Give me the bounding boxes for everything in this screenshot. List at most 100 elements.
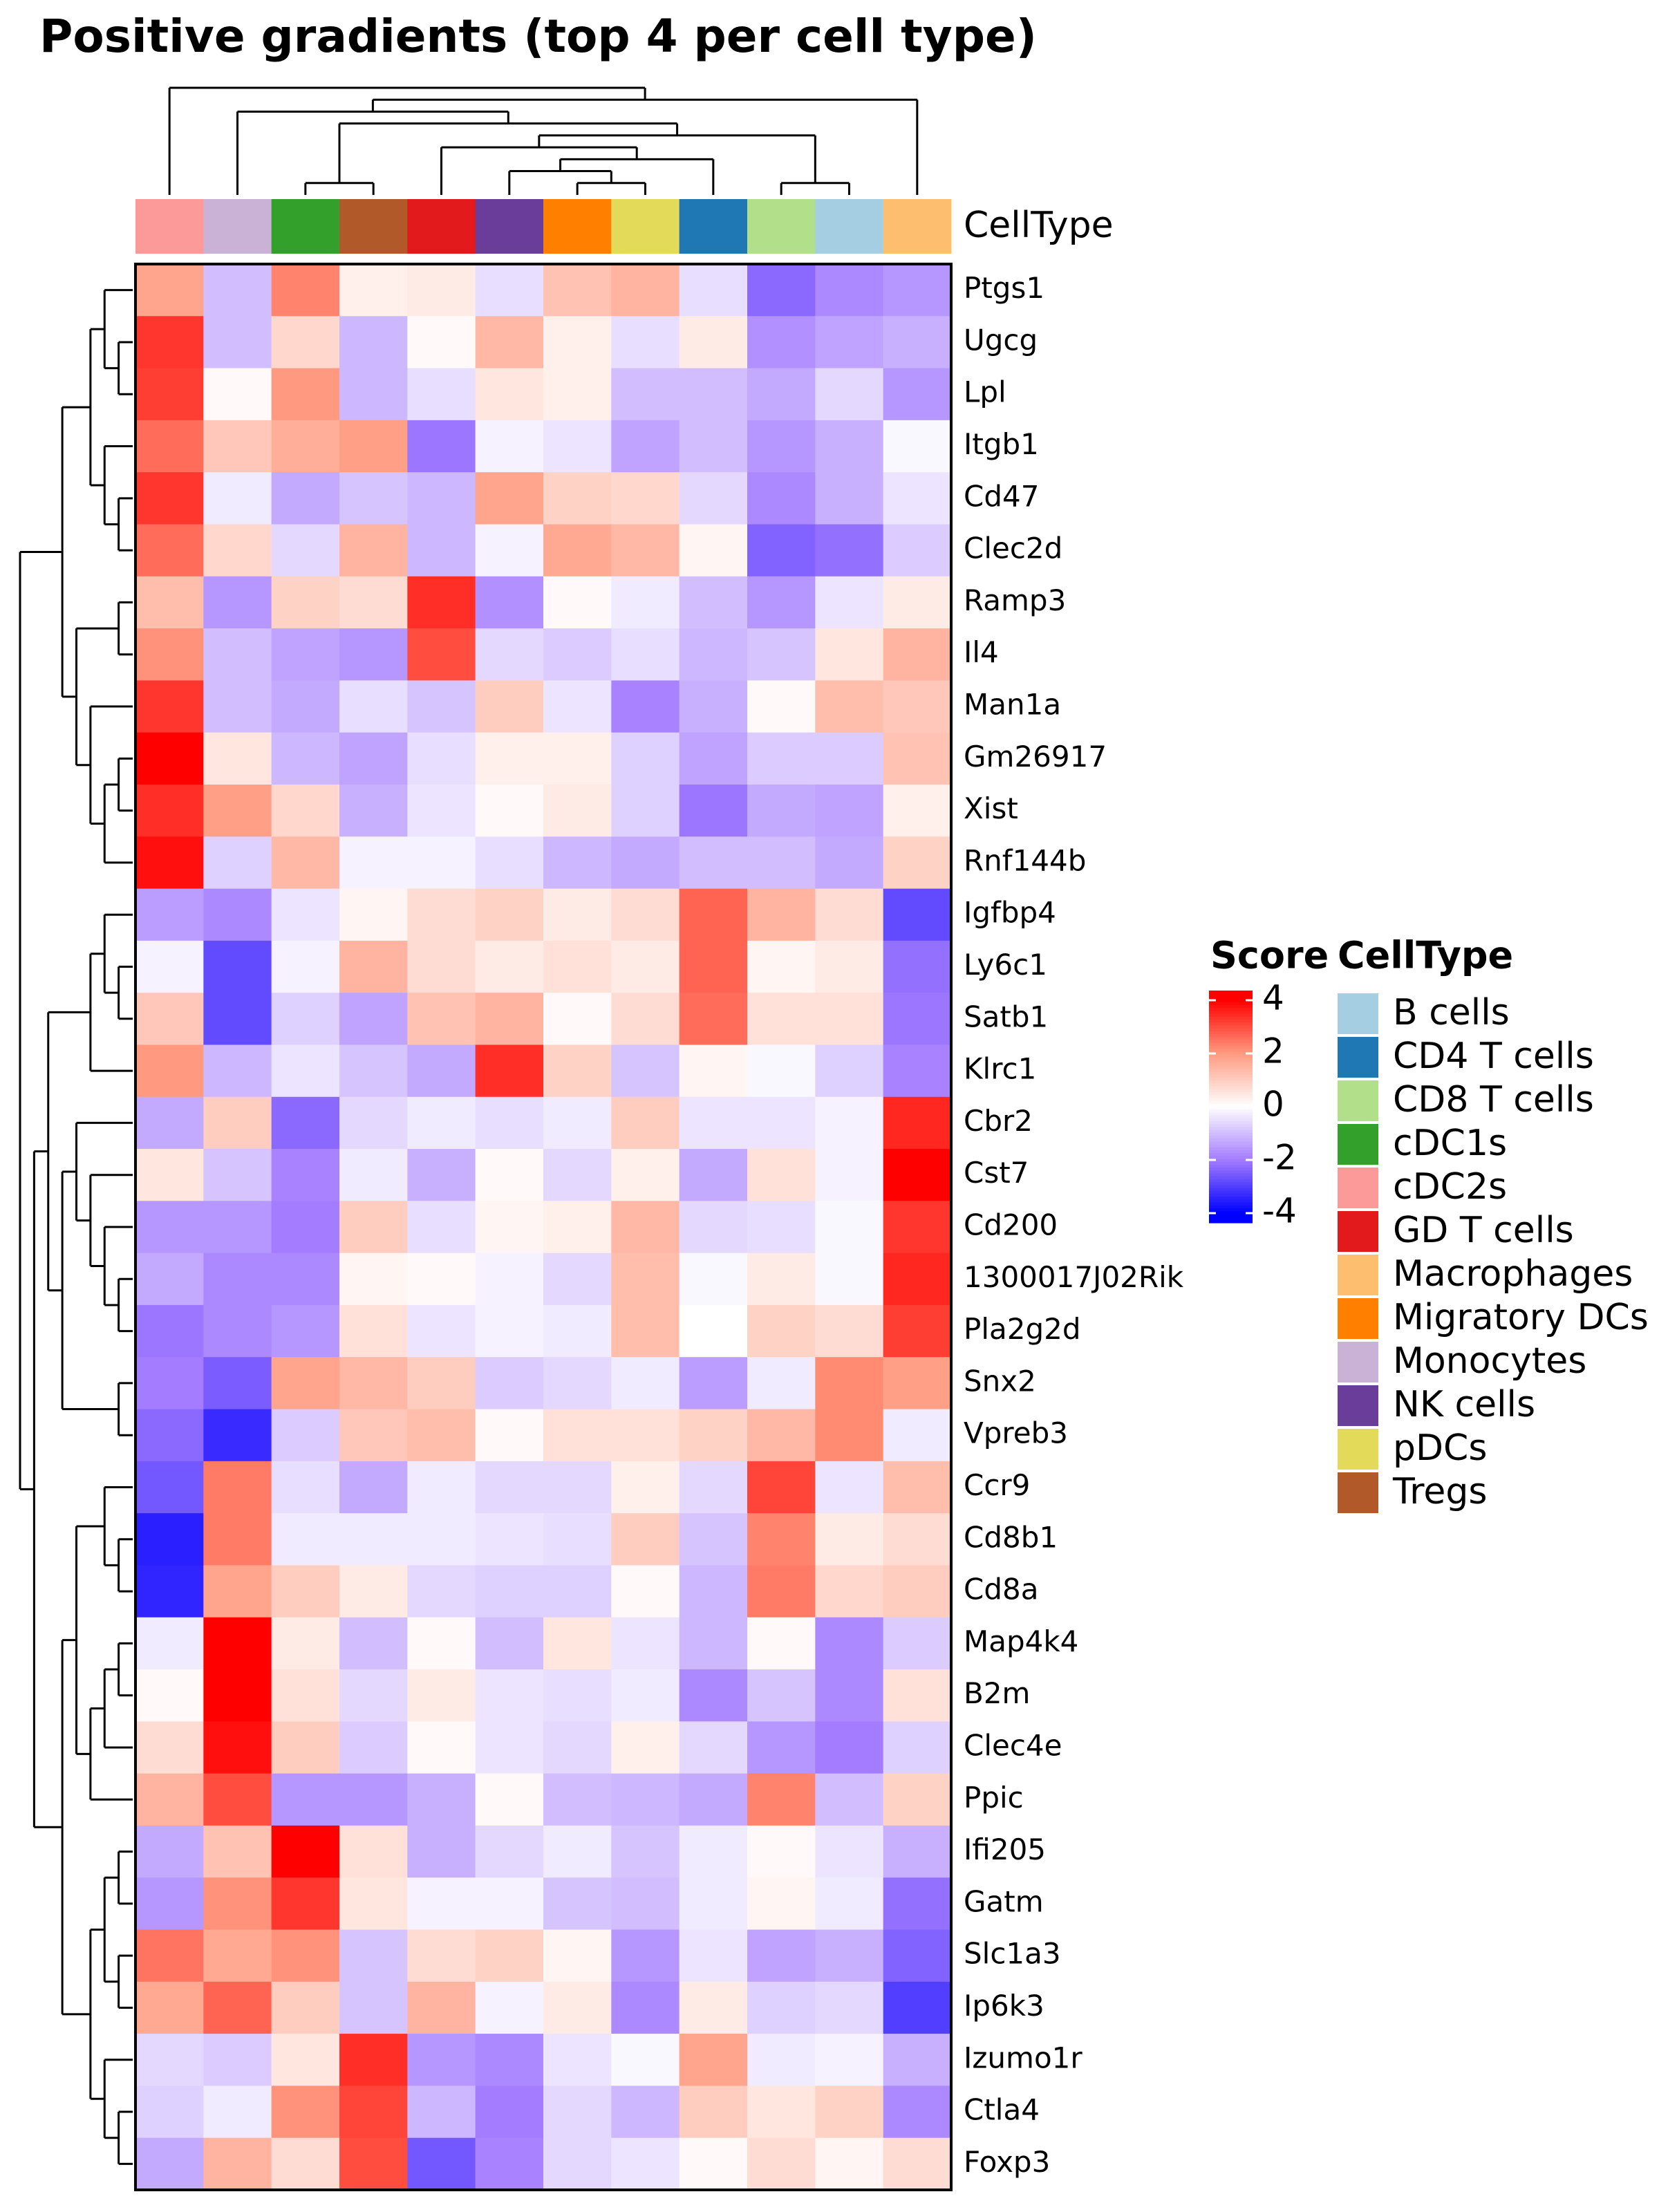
- heatmap-cell: [135, 1773, 204, 1826]
- colorbar-segment: [1209, 1185, 1253, 1189]
- heatmap-cell: [475, 1096, 544, 1150]
- heatmap-cell: [271, 1877, 340, 1931]
- heatmap-cell: [135, 940, 204, 993]
- heatmap-cell: [815, 1253, 884, 1306]
- heatmap-cell: [543, 472, 612, 525]
- heatmap-cell: [747, 420, 816, 473]
- heatmap-cell: [339, 1357, 408, 1410]
- heatmap-cell: [815, 264, 884, 317]
- heatmap-cell: [611, 576, 680, 629]
- heatmap-cell: [135, 1409, 204, 1462]
- heatmap-cell: [135, 576, 204, 629]
- colorbar-segment: [1209, 1190, 1253, 1194]
- heatmap-cell: [271, 1513, 340, 1566]
- heatmap-cell: [271, 1253, 340, 1306]
- row-label: Igfbp4: [964, 896, 1056, 930]
- colorbar-segment: [1209, 1118, 1253, 1122]
- heatmap-cell: [679, 524, 748, 577]
- heatmap-cell: [543, 680, 612, 733]
- heatmap-cell: [543, 1773, 612, 1826]
- heatmap-cell: [679, 1149, 748, 1201]
- heatmap-cell: [475, 1201, 544, 1254]
- heatmap-cell: [271, 1201, 340, 1254]
- heatmap-cell: [407, 1825, 476, 1878]
- heatmap-cell: [407, 1253, 476, 1306]
- heatmap-cell: [135, 1149, 204, 1201]
- heatmap-cell: [747, 2086, 816, 2139]
- heatmap-cell: [203, 1825, 272, 1878]
- heatmap-cell: [203, 1981, 272, 2034]
- heatmap-cell: [271, 368, 340, 421]
- heatmap-cell: [543, 940, 612, 993]
- heatmap-cell: [679, 732, 748, 785]
- heatmap-cell: [407, 1617, 476, 1670]
- row-label: Ctla4: [964, 2093, 1040, 2127]
- heatmap-cell: [407, 836, 476, 890]
- heatmap-cell: [339, 1149, 408, 1201]
- colorbar-segment: [1209, 1124, 1253, 1127]
- annotation-label: CellType: [964, 205, 1114, 246]
- heatmap-cell: [475, 1304, 544, 1358]
- heatmap-cell: [271, 524, 340, 577]
- heatmap-cell: [883, 680, 952, 733]
- heatmap-cell: [135, 1825, 204, 1878]
- heatmap-cell: [203, 1721, 272, 1774]
- heatmap-cell: [883, 1201, 952, 1254]
- heatmap-cell: [203, 1044, 272, 1098]
- heatmap-cell: [611, 1513, 680, 1566]
- heatmap-cell: [407, 784, 476, 837]
- heatmap-cell: [407, 1513, 476, 1566]
- heatmap-cell: [815, 836, 884, 890]
- heatmap-cell: [883, 888, 952, 941]
- heatmap-cell: [679, 1201, 748, 1254]
- colorbar-segment: [1209, 1098, 1253, 1102]
- heatmap-cell: [883, 576, 952, 629]
- heatmap-cell: [339, 993, 408, 1045]
- heatmap-cell: [611, 1825, 680, 1878]
- heatmap-cell: [883, 524, 952, 577]
- heatmap-cell: [407, 1721, 476, 1774]
- colorbar-segment: [1209, 1060, 1253, 1064]
- heatmap-cell: [203, 1409, 272, 1462]
- heatmap-cell: [475, 1461, 544, 1514]
- heatmap-cell: [611, 1409, 680, 1462]
- row-label: Ip6k3: [964, 1989, 1044, 2023]
- heatmap-cell: [679, 472, 748, 525]
- legend-label: GD T cells: [1393, 1210, 1574, 1251]
- heatmap-cell: [679, 1461, 748, 1514]
- row-label: Cd200: [964, 1208, 1058, 1242]
- colorbar-segment: [1209, 1020, 1253, 1023]
- heatmap-cell: [679, 836, 748, 890]
- heatmap-cell: [883, 1825, 952, 1878]
- heatmap-cell: [135, 888, 204, 941]
- heatmap-cell: [339, 628, 408, 681]
- heatmap-cell: [407, 732, 476, 785]
- heatmap-cell: [475, 888, 544, 941]
- row-label: Rnf144b: [964, 843, 1086, 877]
- colorbar-segment: [1209, 1016, 1253, 1020]
- heatmap-cell: [203, 1773, 272, 1826]
- heatmap-cell: [747, 1304, 816, 1358]
- heatmap-cell: [679, 2137, 748, 2191]
- heatmap-cell: [815, 2086, 884, 2139]
- colorbar-segment: [1209, 1066, 1253, 1069]
- heatmap-cell: [135, 680, 204, 733]
- heatmap-cell: [543, 1981, 612, 2034]
- heatmap-cell: [543, 2034, 612, 2086]
- heatmap-cell: [543, 1461, 612, 1514]
- heatmap-cell: [407, 680, 476, 733]
- heatmap-cell: [271, 2086, 340, 2139]
- legend-swatch: [1338, 993, 1378, 1034]
- heatmap-cell: [203, 264, 272, 317]
- colorbar-segment: [1209, 1095, 1253, 1098]
- heatmap-cell: [135, 368, 204, 421]
- heatmap-cell: [747, 1201, 816, 1254]
- colorbar-segment: [1209, 1089, 1253, 1093]
- heatmap-cell: [135, 1721, 204, 1774]
- heatmap-cell: [815, 1877, 884, 1931]
- heatmap-cell: [747, 1617, 816, 1670]
- annotation-cell: [815, 199, 884, 254]
- heatmap-cell: [815, 1981, 884, 2034]
- colorbar-tick-label: 4: [1262, 978, 1284, 1018]
- legend-label: CD4 T cells: [1393, 1035, 1594, 1077]
